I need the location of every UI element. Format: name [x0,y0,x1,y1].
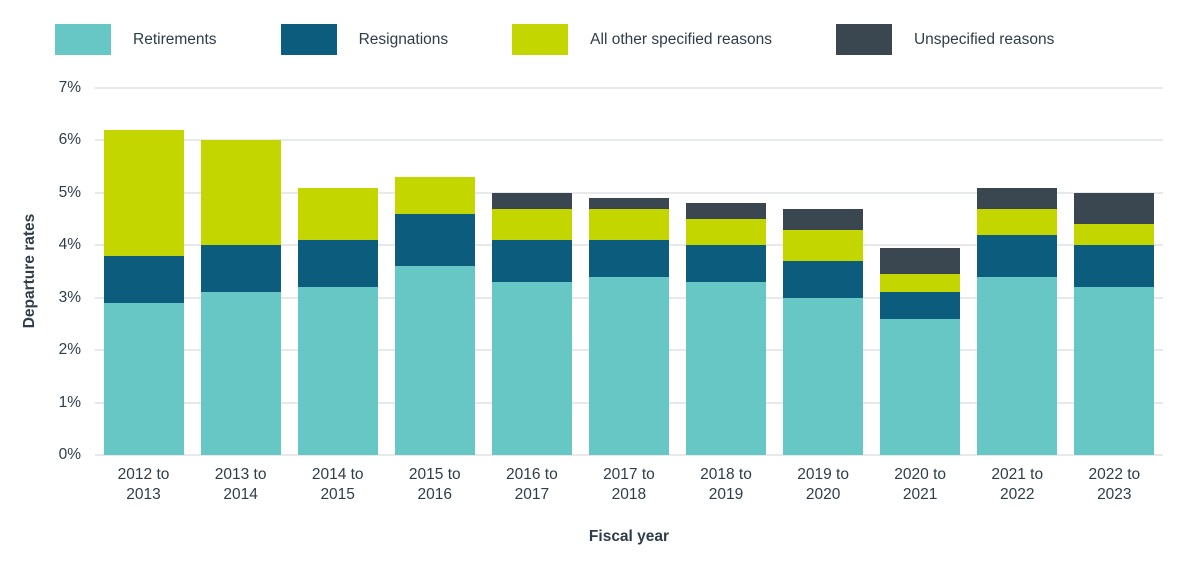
stacked-bar [297,88,378,455]
legend-swatch [55,24,111,55]
legend: Retirements Resignations All other specifi… [55,24,1054,55]
legend-label: All other specified reasons [590,30,772,48]
y-tick-label: 1% [58,393,81,411]
bar-segment [686,203,766,220]
bar-segment [588,240,669,277]
bar-segment [297,287,378,455]
stacked-bar [686,88,766,455]
stacked-bar [200,88,281,455]
x-tick-label: 2022 to 2023 [1088,466,1141,503]
bar-segment [200,140,281,246]
bar-segment [783,297,864,455]
bar-segment [103,255,184,303]
bar-segment [200,245,281,293]
gridline [95,454,1163,456]
x-tick-label: 2020 to 2021 [894,466,947,503]
bar-segment [783,208,864,230]
y-tick-label: 6% [58,131,81,149]
bar-segment [394,266,475,455]
bar-segment [977,276,1058,455]
bar-segment [491,282,572,455]
x-tick-label: 2013 to 2014 [214,466,267,503]
bars [95,88,1163,455]
stacked-bar [880,88,961,455]
bar-segment [588,276,669,455]
bar-segment [297,240,378,288]
stacked-bar [491,88,572,455]
y-tick-label: 7% [58,79,81,96]
bar-segment [977,208,1058,235]
bar-segment [491,208,572,241]
bar-segment [1074,287,1155,455]
legend-item-0: Retirements [55,24,217,55]
bar-segment [880,318,961,455]
y-tick-label: 4% [58,236,81,254]
gridline [95,192,1163,194]
stacked-bar [783,88,864,455]
stacked-bar [977,88,1058,455]
bar-segment [491,192,572,209]
bar-segment [880,292,961,319]
legend-label: Unspecified reasons [913,30,1055,48]
bar-segment [103,302,184,455]
stacked-bar [394,88,475,455]
legend-swatch [512,24,569,55]
legend-item-1: Resignations [280,24,449,55]
bar-segment [686,282,766,455]
bar-segment [783,261,864,298]
stacked-bar [588,88,669,455]
x-tick-label: 2018 to 2019 [700,466,752,503]
stacked-bar [1074,88,1155,455]
y-tick-label: 0% [58,446,81,463]
x-tick-label: 2017 to 2018 [603,466,655,503]
bar-segment [103,129,184,256]
bar-segment [394,177,475,214]
x-tick-label: 2019 to 2020 [797,466,849,503]
y-axis-title: Departure rates [21,213,38,329]
bar-segment [783,229,864,262]
bar-segment [394,213,475,267]
x-tick-label: 2015 to 2016 [408,466,461,503]
bar-segment [200,292,281,455]
y-tick-label: 2% [58,341,81,359]
bar-segment [977,234,1058,277]
legend-item-3: Unspecified reasons [835,24,1055,55]
bar-segment [1074,245,1155,288]
legend-label: Retirements [133,30,217,48]
legend-label: Resignations [358,30,449,48]
bar-segment [880,247,961,275]
gridline [95,139,1163,141]
bar-segment [686,245,766,282]
y-tick-label: 3% [58,288,81,306]
x-tick-label: 2016 to 2017 [505,466,558,503]
bar-segment [588,198,669,209]
bar-segment [588,208,669,241]
gridline [95,87,1163,89]
bar-segment [686,219,766,246]
y-tick-label: 5% [58,183,81,201]
x-labels: 2012 to 2013 2013 to 2014 2014 to 2015 2015… [95,465,1163,505]
legend-swatch [835,24,892,55]
x-axis-title: Fiscal year [588,528,670,545]
bar-segment [977,187,1058,209]
legend-swatch [280,24,337,55]
plot-area: 0% 1% 2% 3% 4% 5% 6% 7% [59,79,1163,463]
x-tick-label: 2012 to 2013 [117,466,170,503]
bar-segment [880,274,961,293]
x-tick-label: 2021 to 2022 [991,466,1044,503]
bar-segment [1074,192,1155,225]
x-tick-label: 2014 to 2015 [311,466,364,503]
legend-item-2: All other specified reasons [512,24,772,55]
stacked-bar [103,88,184,455]
bar-segment [1074,224,1155,246]
bar-segment [491,240,572,282]
bar-segment [297,187,378,241]
